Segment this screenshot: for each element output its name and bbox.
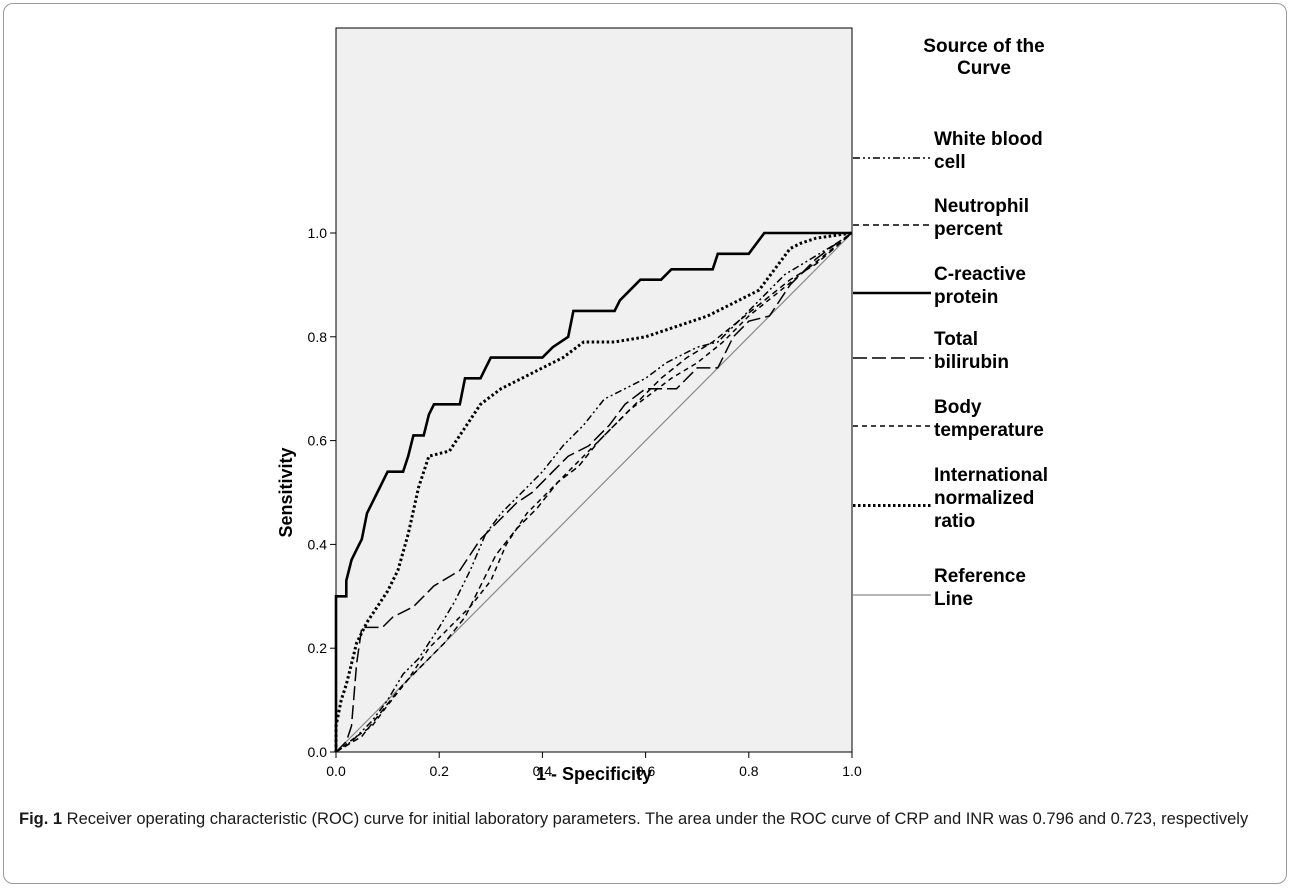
- legend-entry-label: Line: [934, 589, 973, 610]
- legend-entry-label: bilirubin: [934, 352, 1009, 373]
- legend-title: Curve: [957, 58, 1011, 79]
- series-line-international-normalized-ratio: [334, 231, 853, 752]
- legend-entry-label: percent: [934, 219, 1003, 240]
- legend-entry-label: protein: [934, 287, 998, 308]
- y-tick-label: 0.2: [308, 640, 328, 656]
- figure-frame: [3, 3, 1287, 884]
- legend-entry-label: White blood: [934, 129, 1043, 150]
- legend-entry-label: Body: [934, 397, 982, 418]
- y-axis-label: Sensitivity: [276, 447, 296, 537]
- legend-entry-label: C-reactive: [934, 264, 1026, 285]
- y-tick-label: 0.8: [308, 329, 328, 345]
- y-tick-label: 1.0: [308, 225, 328, 241]
- x-tick-label: 0.6: [636, 763, 656, 779]
- series-line-body-temperature: [335, 232, 853, 753]
- legend-entry-label: temperature: [934, 420, 1044, 441]
- legend-entry-label: ratio: [934, 511, 975, 532]
- plot-area: [335, 27, 853, 753]
- x-tick-label: 0.2: [429, 763, 449, 779]
- x-tick-label: 0.0: [326, 763, 346, 779]
- caption-label: Fig. 1: [19, 810, 63, 828]
- caption-text: Receiver operating characteristic (ROC) …: [62, 810, 1249, 828]
- legend-entry-label: Neutrophil: [934, 196, 1029, 217]
- y-tick-label: 0.6: [308, 433, 328, 449]
- legend-entry-label: cell: [934, 152, 966, 173]
- x-tick-label: 1.0: [842, 763, 862, 779]
- series-line-white-blood-cell: [335, 232, 853, 753]
- figure-caption: Fig. 1 Receiver operating characteristic…: [19, 808, 1274, 831]
- series-line-c-reactive-protein: [334, 231, 852, 752]
- y-tick-label: 0.4: [308, 536, 328, 552]
- legend-title: Source of the: [923, 36, 1044, 57]
- legend-entry-label: International: [934, 465, 1048, 486]
- series-line-total-bilirubin: [335, 232, 853, 753]
- series-line-neutrophil-percent: [335, 232, 853, 753]
- x-tick-label: 0.8: [739, 763, 759, 779]
- y-tick-label: 0.0: [308, 744, 328, 760]
- legend-entry-label: Reference: [934, 566, 1026, 587]
- x-tick-label: 0.4: [533, 763, 553, 779]
- roc-chart: 0.0 0.2 0.4 0.6 0.8 1.0 0.0 0.2 0.4 0.6 0.8 1.0 1 -…: [276, 27, 1048, 784]
- legend-entry-label: Total: [934, 329, 978, 350]
- x-axis-label: 1 - Specificity: [536, 764, 652, 784]
- legend-entry-label: normalized: [934, 488, 1034, 509]
